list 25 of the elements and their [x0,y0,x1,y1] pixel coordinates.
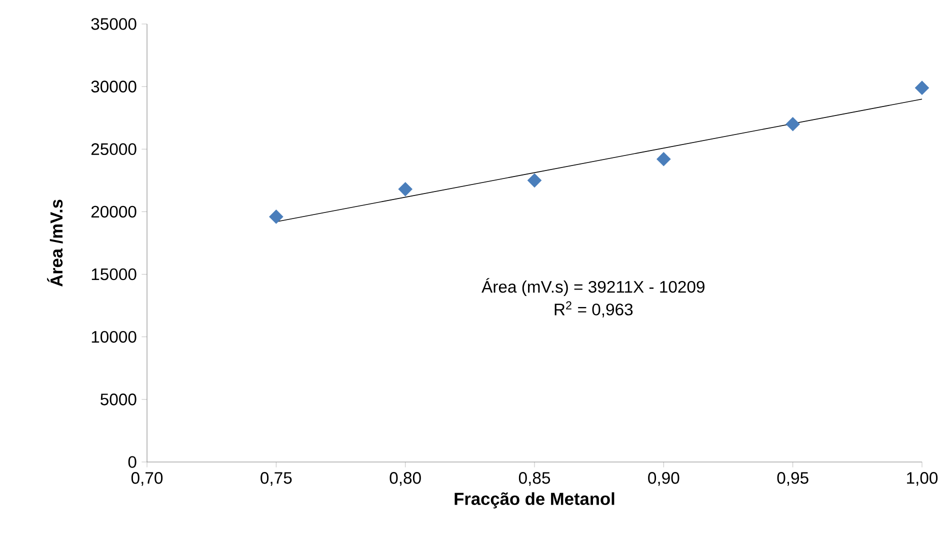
x-axis-title: Fracção de Metanol [454,492,614,508]
annotation: R$^{2}$ = 0,963 [554,301,633,318]
y-tick-label: 5000 [100,394,136,406]
point [398,182,412,196]
y-tick-label: 30000 [91,80,136,92]
point [527,173,542,188]
point [786,117,800,132]
x-tick-label: 0,80 [390,472,421,486]
x-tick-label: 0,70 [131,472,163,486]
y-tick-label: 10000 [92,330,136,343]
point [914,80,930,95]
x-tick-label: 0,90 [648,472,680,486]
y-tick-label: 0 [128,456,136,468]
y-tick-label: 35000 [91,18,136,30]
y-tick-label: 15000 [92,268,136,280]
x-tick-label: 0,85 [518,472,550,486]
x-tick-label: 1,00 [907,472,938,486]
y-tick-label: 20000 [91,206,136,218]
x-tick-label: 0,75 [260,472,292,486]
y-axis-title: Área /mV.s [47,200,63,287]
annotation: Área (mV.s) = 39211X - 10209 [482,278,704,296]
point [269,210,284,224]
x-tick-label: 0,95 [777,472,808,486]
point [656,152,671,166]
y-tick-label: 25000 [91,143,136,156]
